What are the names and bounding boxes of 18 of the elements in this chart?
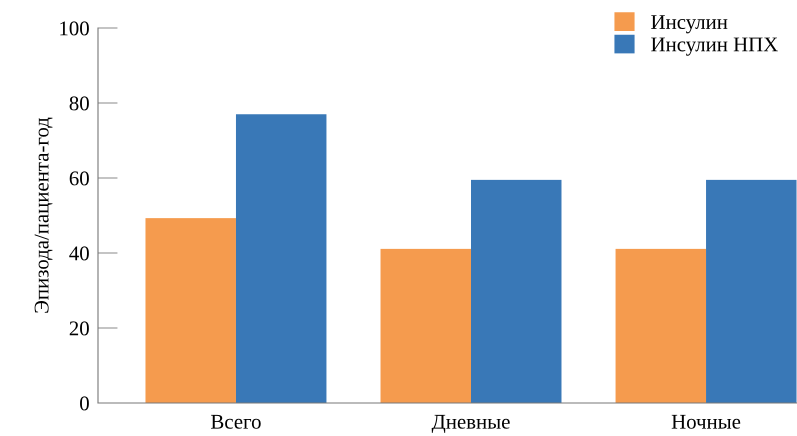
- y-tick-label: 40: [69, 246, 89, 260]
- y-tick-label: 80: [70, 96, 89, 110]
- x-tick-label: Ночные: [672, 414, 740, 429]
- y-axis-title: Эпизода/пациента-год: [34, 118, 52, 313]
- legend-label: Инсулин НПХ: [651, 38, 778, 56]
- bar: [616, 248, 706, 403]
- y-tick-label: 0: [80, 396, 89, 410]
- y-tick-label: 100: [60, 21, 89, 36]
- x-tick-label: Всего: [211, 414, 261, 429]
- y-tick-label: 60: [70, 171, 89, 186]
- legend-label: Инсулин: [651, 15, 728, 34]
- bar: [236, 114, 326, 403]
- bar: [706, 180, 797, 403]
- bar: [145, 218, 236, 403]
- y-tick-label: 20: [70, 321, 89, 336]
- bar: [380, 248, 472, 403]
- x-tick-label: Дневные: [432, 414, 510, 434]
- bar: [471, 180, 562, 403]
